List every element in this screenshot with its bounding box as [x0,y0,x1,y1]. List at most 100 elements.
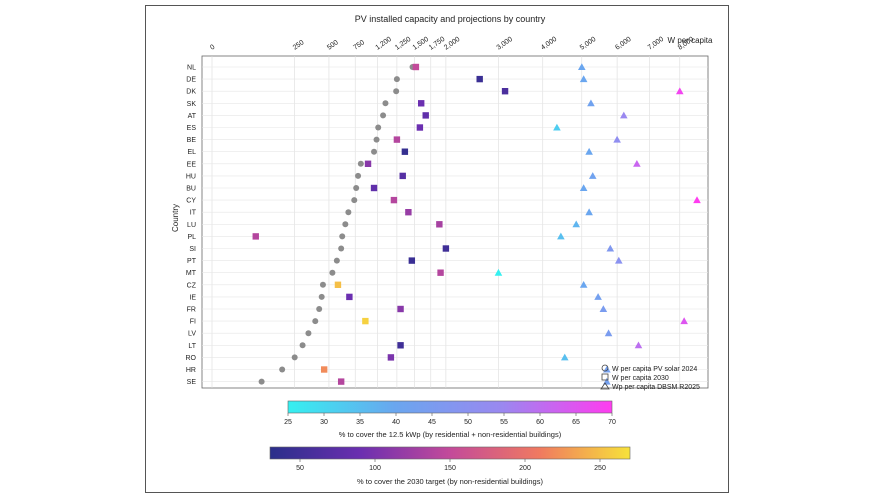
pv-2024-point [305,330,312,337]
colorbar-top-tick-label: 45 [428,419,436,426]
target-2030-point [501,88,509,95]
dbsm-2025-point [587,99,595,107]
colorbar-top-tick-label: 60 [536,419,544,426]
x-tick-label: 0 [209,44,216,52]
x-tick-label: 750 [352,39,366,51]
dbsm-2025-point [604,329,613,337]
pv-2024-point [258,378,265,385]
x-tick-label: 6,000 [614,36,632,52]
dbsm-2025-point [585,147,593,155]
dbsm-2025-point [675,87,684,95]
legend-triangle-marker [600,382,610,390]
legend-entry-dbsm: Wp per capita DBSM R2025 [612,384,700,391]
pv-2024-point [319,281,326,288]
pv-2024-point [338,245,345,252]
pv-2024-point [345,209,352,216]
target-2030-point [252,233,259,240]
x-tick-label: 500 [326,39,340,51]
y-axis-label: Country [171,204,180,232]
y-tick-label: PT [187,258,197,265]
colorbar-top-tick-label: 65 [572,419,580,426]
pv-2024-point [375,124,382,131]
pv-2024-point [380,112,387,119]
dbsm-2025-point [578,63,586,70]
pv-2024-point [342,221,349,228]
target-2030-point [370,184,378,192]
colorbar-bottom-label: % to cover the 2030 target (by non-resid… [357,477,543,486]
target-2030-point [416,124,424,131]
target-2030-point [387,354,395,361]
dbsm-2025-point [594,293,602,300]
grid-lines [202,56,708,388]
pv-2024-point [318,293,325,300]
y-tick-label: NL [187,65,196,72]
dbsm-2025-point [599,305,608,312]
dbsm-2025-point [553,123,561,131]
dbsm-2025-point [557,232,565,240]
target-2030-point [397,305,404,313]
x-tick-label: 5,000 [579,36,597,52]
target-2030-point [401,148,409,155]
target-2030-point [337,378,345,385]
y-tick-label: HR [186,367,196,374]
dbsm-2025-point [579,184,588,191]
x-tick-label: 2,000 [443,36,461,52]
dbsm-2025-point [603,365,611,373]
pv-2024-point [312,318,319,325]
x-tick-label: 3,000 [496,36,514,52]
colorbar-bottom-tick-label: 200 [519,465,531,472]
target-2030-point [346,293,353,301]
y-tick-label: FI [190,319,196,326]
x-tick-label: 1,250 [394,36,412,52]
y-tick-label: LT [188,343,196,350]
y-tick-labels: NL DE DK SK AT ES BE EL EE HU BU CY IT LU PL SI PT MT CZ IE… [186,65,197,387]
data-marks [252,63,701,385]
dbsm-2025-point [613,135,621,143]
target-2030-point [390,196,398,204]
colorbar-top [287,400,613,414]
dbsm-2025-point [588,172,597,179]
dbsm-2025-point [579,75,588,83]
target-2030-point [405,209,412,216]
y-tick-label: SI [189,246,196,253]
x-tick-label: 1,750 [428,36,446,52]
y-tick-label: IE [189,294,196,301]
colorbar-bottom-tick-label: 150 [444,465,456,472]
target-2030-point [364,160,372,167]
y-tick-label: PL [187,234,196,241]
x-tick-label: 7,000 [647,36,665,52]
colorbar-top-tick-label: 50 [464,419,472,426]
y-tick-label: HU [186,173,196,180]
colorbar-top-tick-label: 70 [608,419,616,426]
target-2030-point [412,63,420,71]
target-2030-point [334,281,342,288]
y-tick-label: CZ [187,282,197,289]
chart-title: PV installed capacity and projections by… [355,14,546,24]
pv-2024-point [316,306,323,312]
colorbar-top-tick-label: 35 [356,419,364,426]
y-tick-label: EL [187,149,196,156]
pv-2024-point [371,148,378,155]
target-2030-point [476,75,483,83]
colorbar-bottom-tick-label: 250 [594,465,606,472]
target-2030-point [362,317,369,325]
target-2030-point [397,342,404,349]
colorbar-top-tick-label: 55 [500,419,508,426]
y-tick-label: RO [186,355,197,362]
dbsm-2025-point [693,196,701,204]
pv-2024-point [279,366,286,373]
dbsm-2025-point [634,341,643,349]
dbsm-2025-point [494,268,503,276]
colorbar-bottom-tick-label: 100 [369,465,381,472]
x-tick-label: 250 [292,39,306,51]
y-tick-label: LV [188,331,196,338]
dbsm-2025-point [606,244,615,252]
colorbar-bottom-ticks: 50 100 150 200 250 [296,459,606,472]
y-tick-label: DE [186,77,196,84]
colorbar-top-ticks: 25 30 35 40 45 50 55 60 65 70 [284,413,616,426]
pv-2024-point [393,88,400,95]
y-tick-label: LU [187,222,196,229]
colorbar-top-tick-label: 40 [392,419,400,426]
